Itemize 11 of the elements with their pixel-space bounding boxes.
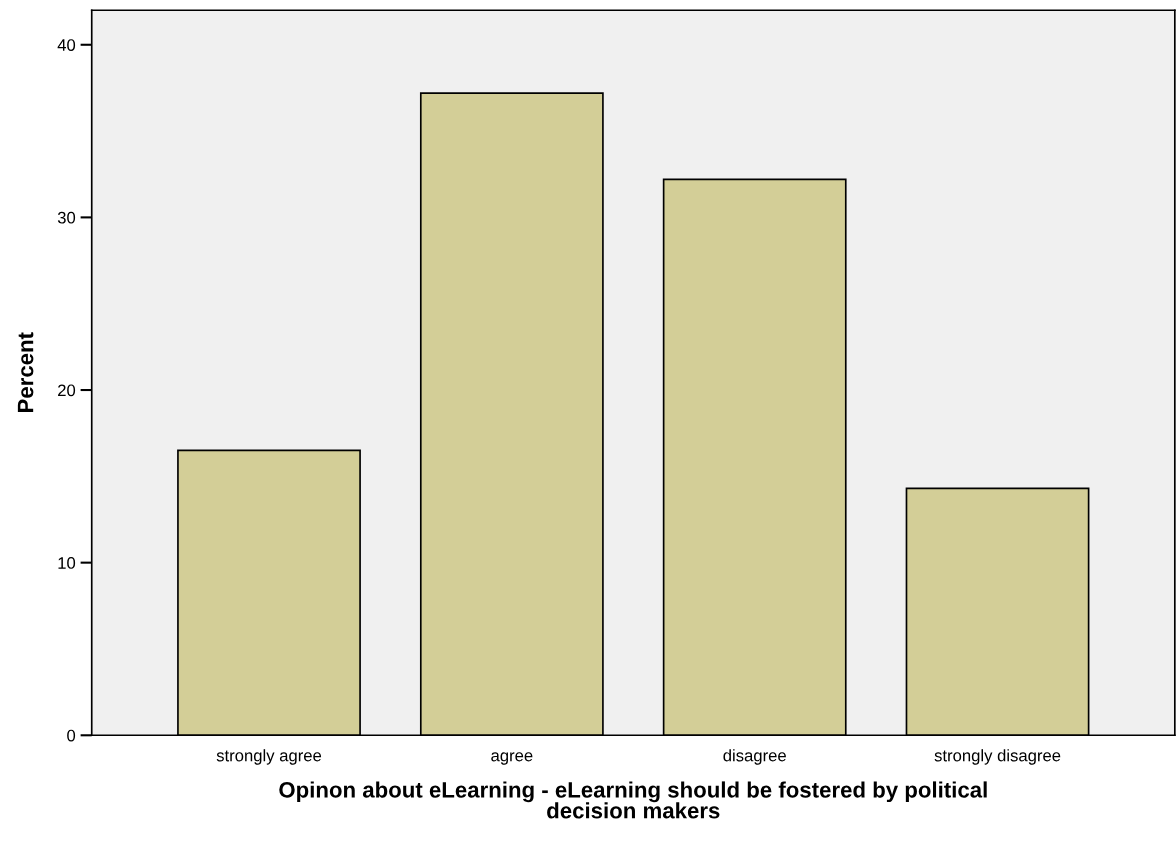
y-tick-label: 0	[67, 729, 76, 742]
y-axis-title: Percent	[17, 332, 34, 413]
y-tick-label: 30	[57, 211, 76, 224]
x-axis-title: Opinon about eLearning - eLearning should be fostered by political decision makers	[279, 781, 987, 819]
y-tick-label: 10	[58, 557, 76, 569]
x-tick-label: disagree	[723, 749, 786, 765]
x-tick-label: agree	[491, 752, 533, 765]
y-tick-label: 40	[57, 39, 76, 51]
x-tick-label: strongly agree	[216, 749, 322, 765]
x-tick-label: strongly disagree	[934, 749, 1061, 765]
y-tick-label: 20	[58, 384, 76, 397]
